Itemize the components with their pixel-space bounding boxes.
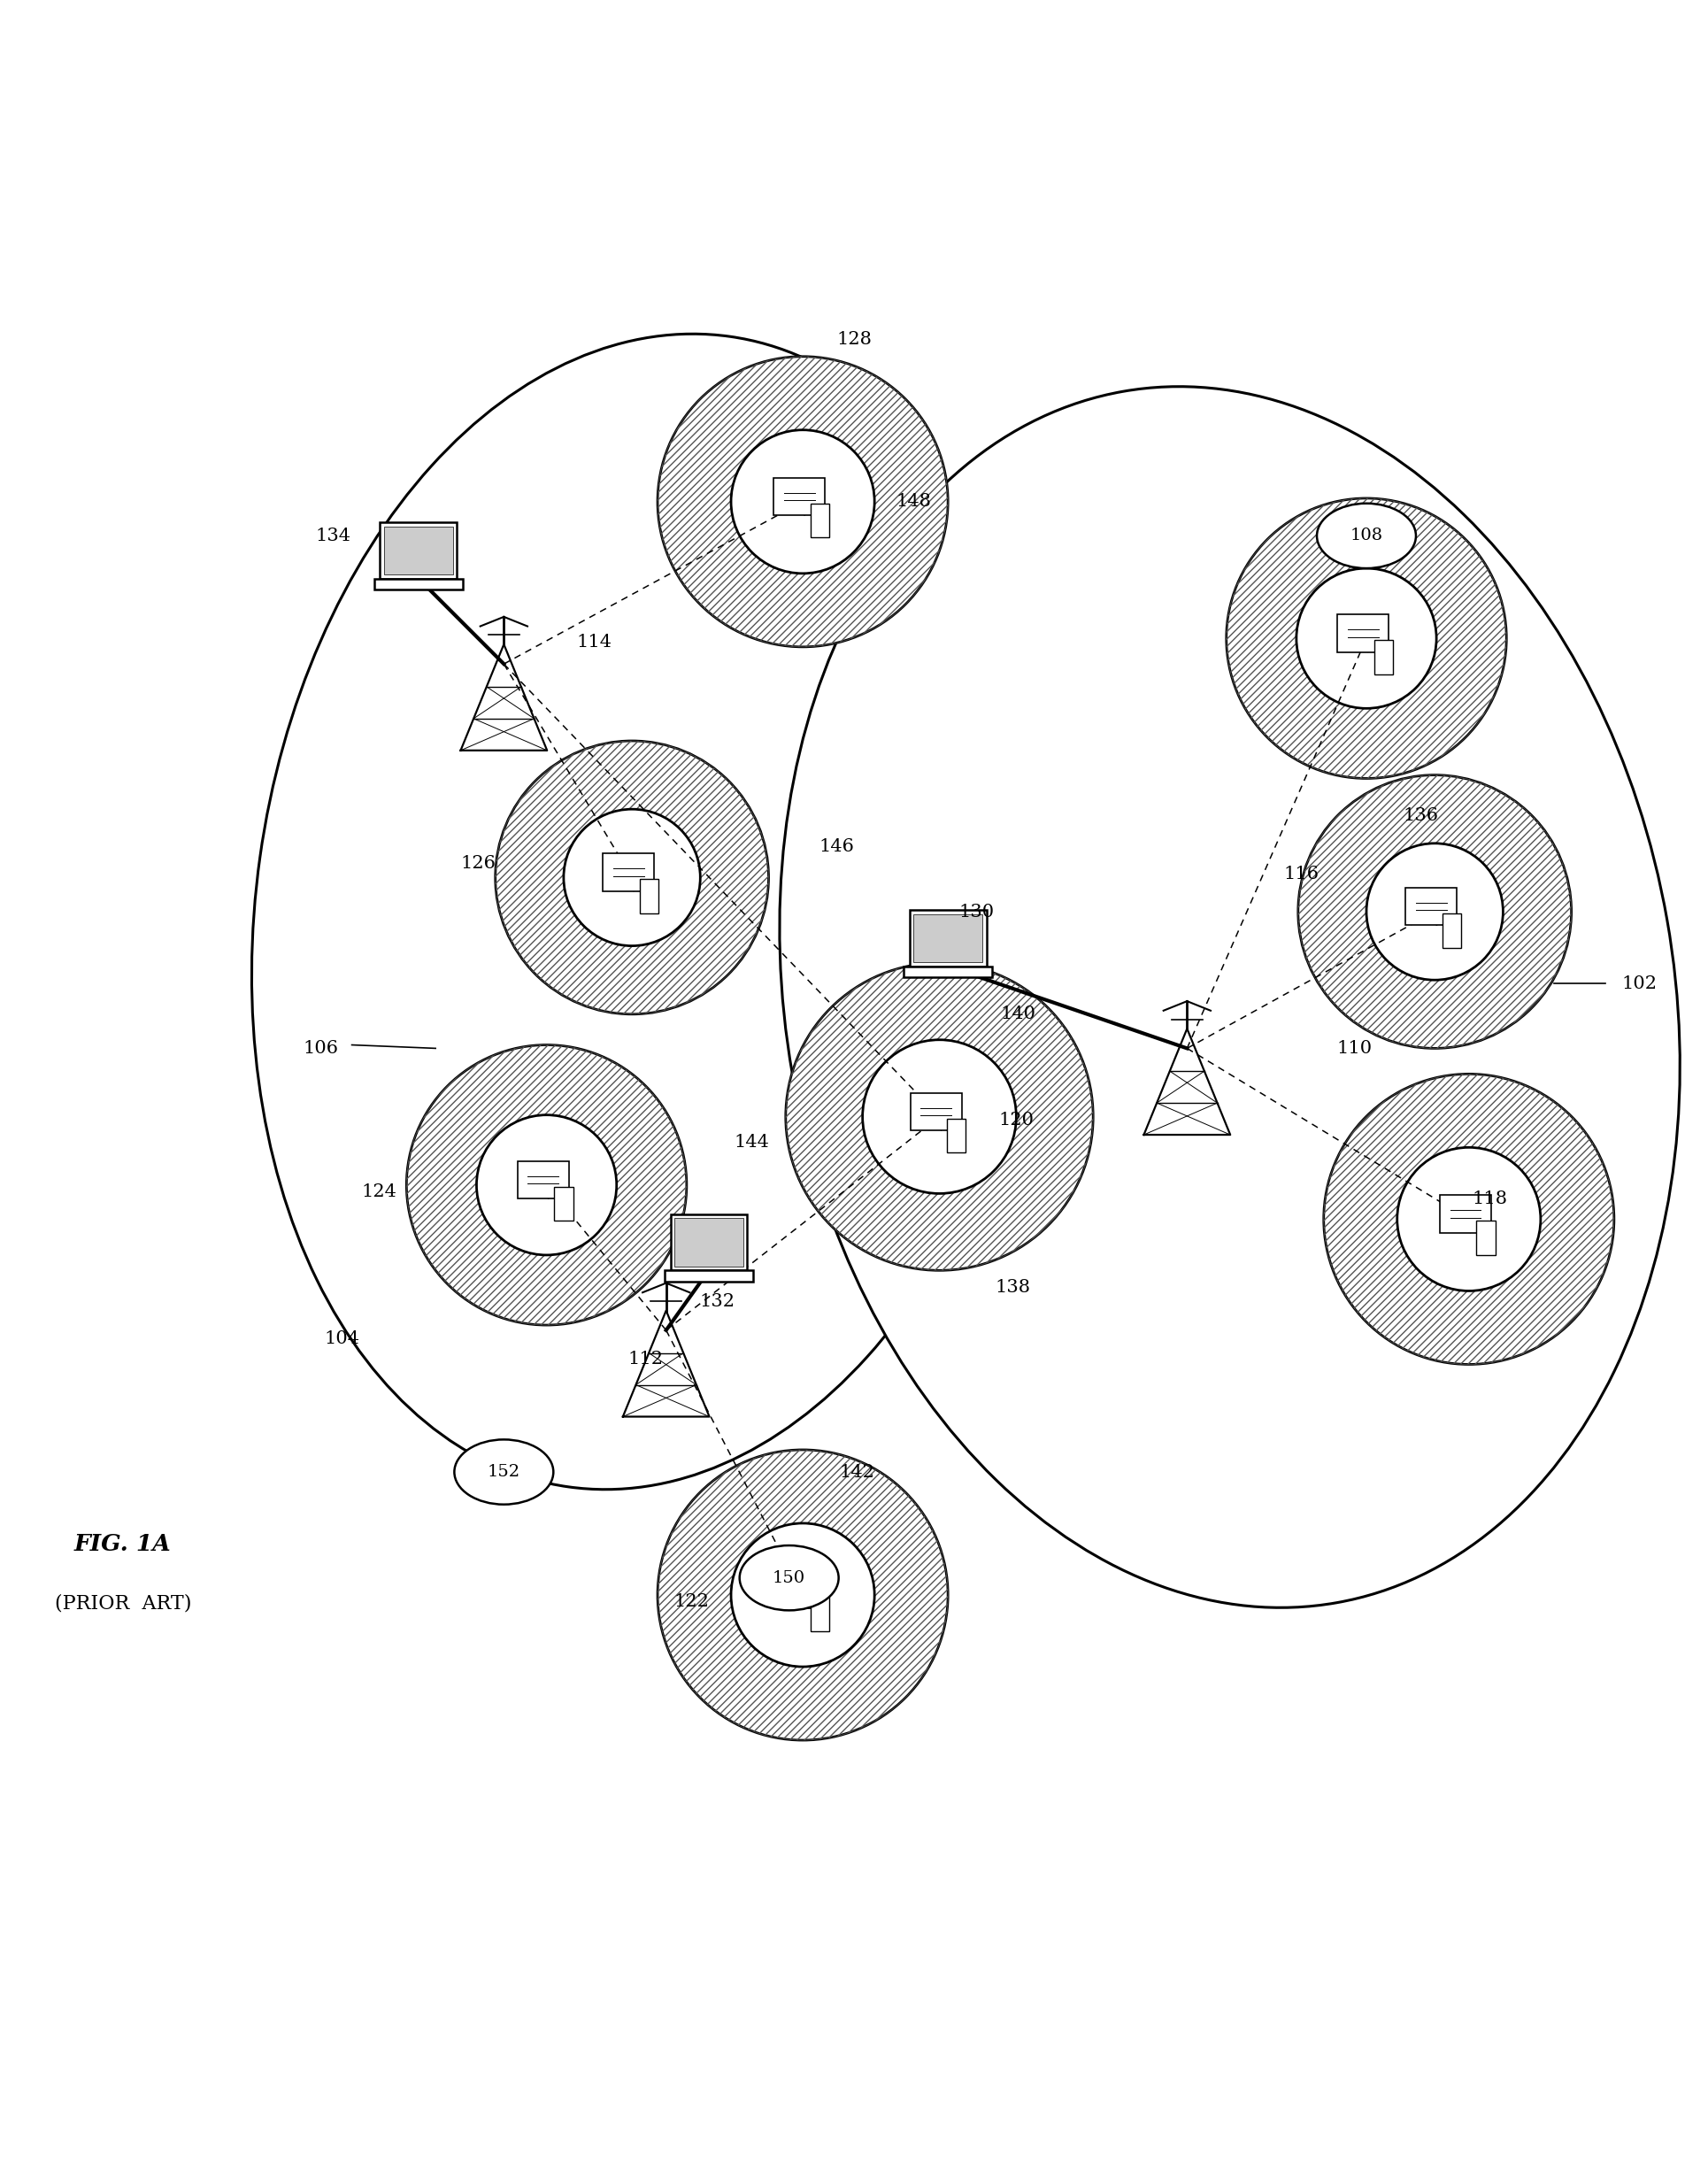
Text: 112: 112 bbox=[629, 1351, 663, 1368]
Bar bbox=[670, 1215, 748, 1271]
Text: 132: 132 bbox=[700, 1293, 734, 1310]
Circle shape bbox=[658, 1451, 948, 1741]
Text: 118: 118 bbox=[1472, 1191, 1506, 1208]
Bar bbox=[910, 1093, 962, 1130]
Text: 106: 106 bbox=[304, 1039, 338, 1057]
Bar bbox=[810, 504, 830, 537]
Bar bbox=[910, 909, 987, 966]
Bar bbox=[1442, 914, 1460, 948]
Bar bbox=[1440, 1195, 1491, 1232]
Text: 142: 142 bbox=[840, 1464, 874, 1481]
Bar bbox=[603, 853, 654, 892]
Text: 124: 124 bbox=[362, 1184, 396, 1199]
Text: 110: 110 bbox=[1337, 1039, 1372, 1057]
Text: (PRIOR  ART): (PRIOR ART) bbox=[55, 1593, 191, 1613]
Text: 108: 108 bbox=[1349, 528, 1383, 543]
Text: 152: 152 bbox=[487, 1464, 521, 1481]
Circle shape bbox=[1226, 498, 1506, 779]
Circle shape bbox=[1324, 1074, 1614, 1364]
Circle shape bbox=[495, 740, 769, 1013]
Bar bbox=[914, 914, 982, 961]
Text: FIG. 1A: FIG. 1A bbox=[75, 1533, 171, 1554]
Text: 138: 138 bbox=[996, 1280, 1030, 1297]
Ellipse shape bbox=[251, 333, 1047, 1490]
Bar bbox=[948, 1119, 967, 1152]
Text: 144: 144 bbox=[734, 1134, 769, 1152]
Bar bbox=[1406, 888, 1457, 924]
Circle shape bbox=[863, 1039, 1016, 1193]
Ellipse shape bbox=[779, 388, 1681, 1609]
Circle shape bbox=[1397, 1147, 1541, 1290]
Text: 128: 128 bbox=[837, 331, 871, 349]
Text: 136: 136 bbox=[1404, 808, 1438, 825]
Bar bbox=[774, 1572, 825, 1609]
Bar bbox=[810, 1598, 830, 1630]
Circle shape bbox=[564, 810, 700, 946]
Text: 148: 148 bbox=[897, 494, 931, 511]
Bar bbox=[675, 1219, 743, 1267]
Bar bbox=[384, 526, 453, 574]
Text: 122: 122 bbox=[675, 1593, 709, 1611]
Bar bbox=[518, 1160, 569, 1199]
Text: 134: 134 bbox=[316, 528, 350, 543]
Circle shape bbox=[1296, 567, 1436, 708]
Bar bbox=[904, 966, 992, 979]
Bar bbox=[774, 478, 825, 515]
Circle shape bbox=[1366, 844, 1503, 981]
Text: 116: 116 bbox=[1284, 866, 1319, 883]
Text: 126: 126 bbox=[461, 855, 495, 872]
Bar bbox=[1337, 615, 1389, 652]
Circle shape bbox=[731, 431, 874, 574]
Bar bbox=[1375, 641, 1394, 673]
Bar bbox=[374, 578, 463, 589]
Bar bbox=[553, 1186, 572, 1221]
Text: 114: 114 bbox=[577, 634, 611, 650]
Text: 150: 150 bbox=[772, 1570, 806, 1587]
Circle shape bbox=[477, 1115, 617, 1256]
Circle shape bbox=[731, 1524, 874, 1667]
Ellipse shape bbox=[1317, 504, 1416, 567]
Circle shape bbox=[407, 1046, 687, 1325]
Bar bbox=[639, 879, 658, 914]
Text: 130: 130 bbox=[960, 903, 994, 920]
Ellipse shape bbox=[740, 1546, 839, 1611]
Bar bbox=[664, 1271, 753, 1282]
Text: 120: 120 bbox=[999, 1111, 1033, 1128]
Circle shape bbox=[1298, 775, 1571, 1048]
Bar bbox=[379, 522, 458, 578]
Ellipse shape bbox=[454, 1440, 553, 1505]
Text: 140: 140 bbox=[1001, 1007, 1035, 1022]
Text: 104: 104 bbox=[325, 1329, 359, 1347]
Circle shape bbox=[658, 357, 948, 647]
Circle shape bbox=[786, 963, 1093, 1271]
Bar bbox=[1476, 1221, 1496, 1256]
Text: 146: 146 bbox=[820, 838, 854, 855]
Text: 102: 102 bbox=[1623, 974, 1657, 992]
